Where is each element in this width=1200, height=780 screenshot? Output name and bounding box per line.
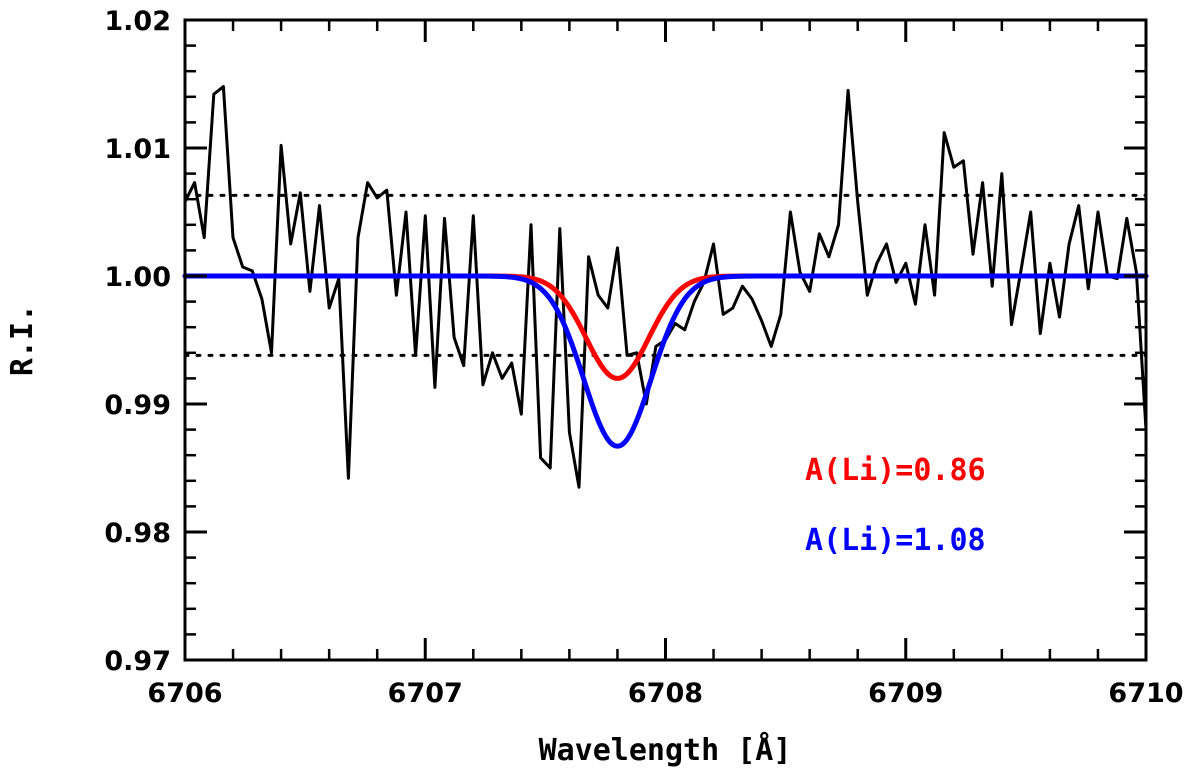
x-tick-label: 6708	[628, 678, 703, 709]
y-tick-label: 1.00	[104, 262, 171, 293]
legend-label-blue: A(Li)=1.08	[805, 523, 986, 558]
y-tick-label: 1.01	[104, 134, 171, 165]
legend-label-red: A(Li)=0.86	[805, 453, 986, 488]
y-tick-label: 0.99	[104, 390, 171, 421]
model-line-2	[182, 273, 1149, 449]
axes: 6706 6707 6708 6709 6710 0.97 0.98 0.99 1.00 1.01…	[104, 6, 1183, 709]
y-axis-label: R.I.	[5, 304, 40, 376]
x-tick-label: 6709	[868, 678, 943, 709]
x-axis-label: Wavelength [Å]	[539, 731, 792, 768]
y-tick-label: 0.97	[104, 646, 171, 677]
y-tick-label: 0.98	[104, 518, 171, 549]
x-tick-label: 6707	[388, 678, 463, 709]
x-tick-label: 6710	[1108, 678, 1183, 709]
x-tick-label: 6706	[147, 678, 222, 709]
plot-frame	[183, 18, 1148, 662]
series-lines	[182, 85, 1149, 489]
y-tick-label: 1.02	[104, 6, 171, 37]
reference-lines	[183, 193, 1148, 357]
